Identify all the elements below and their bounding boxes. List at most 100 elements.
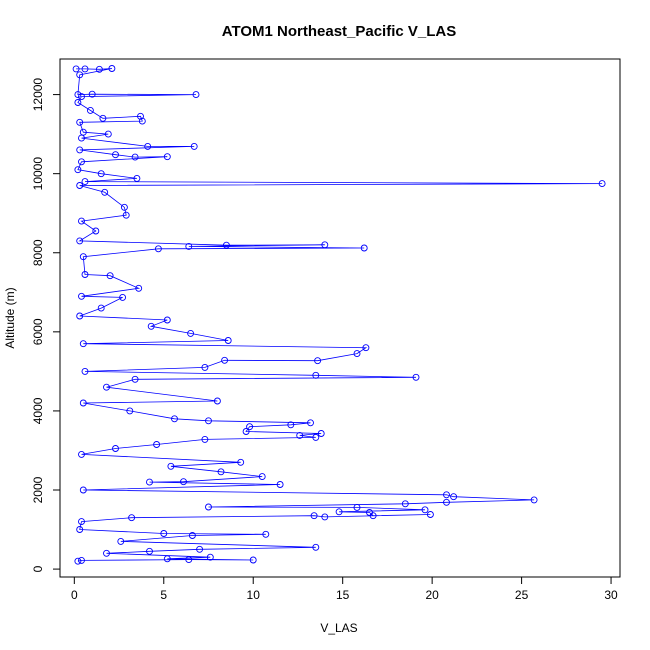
data-point bbox=[450, 493, 458, 501]
data-point bbox=[262, 530, 270, 538]
y-tick-label: 6000 bbox=[31, 318, 45, 345]
data-point bbox=[187, 329, 195, 337]
data-point bbox=[78, 93, 85, 101]
data-point bbox=[78, 158, 85, 166]
data-point bbox=[92, 227, 100, 235]
data-point bbox=[74, 166, 82, 174]
data-point bbox=[76, 71, 84, 79]
data-point bbox=[221, 356, 229, 364]
data-point bbox=[74, 557, 82, 565]
y-tick-label: 8000 bbox=[31, 239, 45, 266]
data-point bbox=[76, 118, 84, 126]
data-point bbox=[154, 245, 162, 253]
data-point bbox=[81, 178, 89, 186]
data-point bbox=[335, 508, 343, 516]
x-tick-label: 15 bbox=[336, 588, 350, 602]
data-point bbox=[76, 526, 84, 533]
data-point bbox=[185, 556, 193, 564]
data-point bbox=[137, 112, 144, 120]
data-point bbox=[312, 433, 320, 441]
data-point bbox=[314, 357, 322, 365]
data-point bbox=[224, 337, 232, 344]
data-point bbox=[353, 350, 361, 358]
data-point bbox=[120, 203, 128, 211]
data-point bbox=[112, 445, 119, 452]
data-point bbox=[188, 532, 196, 539]
data-point bbox=[201, 435, 209, 443]
data-point bbox=[146, 478, 153, 486]
data-point bbox=[131, 153, 139, 161]
data-point bbox=[103, 383, 110, 391]
data-point bbox=[78, 292, 85, 300]
plot-frame bbox=[59, 58, 621, 578]
data-point bbox=[598, 180, 606, 188]
data-point bbox=[79, 399, 87, 407]
data-point bbox=[249, 556, 257, 564]
data-point bbox=[163, 316, 171, 324]
y-tick-label: 0 bbox=[31, 565, 45, 572]
data-point bbox=[144, 142, 152, 150]
data-point bbox=[163, 555, 171, 563]
data-point bbox=[213, 397, 221, 405]
data-point bbox=[217, 468, 225, 476]
data-point bbox=[321, 241, 329, 249]
data-point bbox=[317, 430, 325, 437]
data-point bbox=[296, 431, 304, 439]
data-point bbox=[97, 170, 105, 178]
x-tick-label: 30 bbox=[604, 588, 618, 602]
data-point bbox=[163, 153, 171, 161]
data-point bbox=[190, 142, 198, 150]
data-point bbox=[74, 99, 82, 106]
data-point bbox=[104, 130, 112, 138]
data-point bbox=[112, 151, 119, 159]
data-point bbox=[310, 512, 318, 520]
data-point bbox=[312, 371, 320, 379]
data-point bbox=[97, 304, 105, 312]
data-point bbox=[421, 506, 429, 514]
y-tick-label: 4000 bbox=[31, 397, 45, 424]
data-point bbox=[353, 503, 361, 511]
data-point bbox=[76, 237, 84, 245]
x-tick-label: 5 bbox=[160, 588, 167, 602]
data-point bbox=[126, 407, 134, 415]
y-axis-label: Altitude (m) bbox=[3, 287, 17, 348]
data-point bbox=[128, 514, 136, 522]
data-point bbox=[78, 518, 85, 526]
chart-title: ATOM1 Northeast_Pacific V_LAS bbox=[222, 23, 457, 40]
data-point bbox=[135, 284, 143, 292]
data-point bbox=[206, 553, 214, 561]
data-point bbox=[99, 114, 107, 122]
data-point bbox=[133, 174, 141, 182]
data-point bbox=[412, 373, 420, 381]
data-point bbox=[81, 65, 89, 73]
data-point bbox=[443, 491, 450, 499]
data-point bbox=[530, 496, 538, 504]
data-point bbox=[205, 417, 212, 425]
data-point bbox=[79, 486, 87, 494]
data-point bbox=[76, 146, 84, 154]
data-point bbox=[426, 511, 434, 518]
data-point bbox=[146, 547, 153, 555]
data-point bbox=[180, 478, 187, 486]
data-point bbox=[369, 512, 377, 520]
data-point bbox=[153, 441, 161, 448]
x-tick-label: 10 bbox=[247, 588, 261, 602]
y-axis: 0 2000 4000 6000 8000 10000 12000 bbox=[31, 78, 61, 572]
data-point bbox=[287, 421, 295, 429]
series-line bbox=[76, 68, 603, 562]
data-point bbox=[106, 272, 114, 280]
data-point bbox=[79, 253, 87, 261]
data-point bbox=[76, 182, 84, 189]
series-layer bbox=[72, 65, 606, 565]
data-point bbox=[160, 530, 168, 537]
data-point bbox=[443, 498, 450, 506]
y-tick-label: 12000 bbox=[31, 78, 45, 112]
data-point bbox=[122, 211, 130, 219]
data-point bbox=[78, 217, 85, 225]
data-point bbox=[312, 543, 320, 551]
data-point bbox=[138, 117, 146, 125]
data-point bbox=[321, 513, 329, 521]
data-point bbox=[185, 242, 193, 250]
y-tick-label: 10000 bbox=[31, 157, 45, 191]
